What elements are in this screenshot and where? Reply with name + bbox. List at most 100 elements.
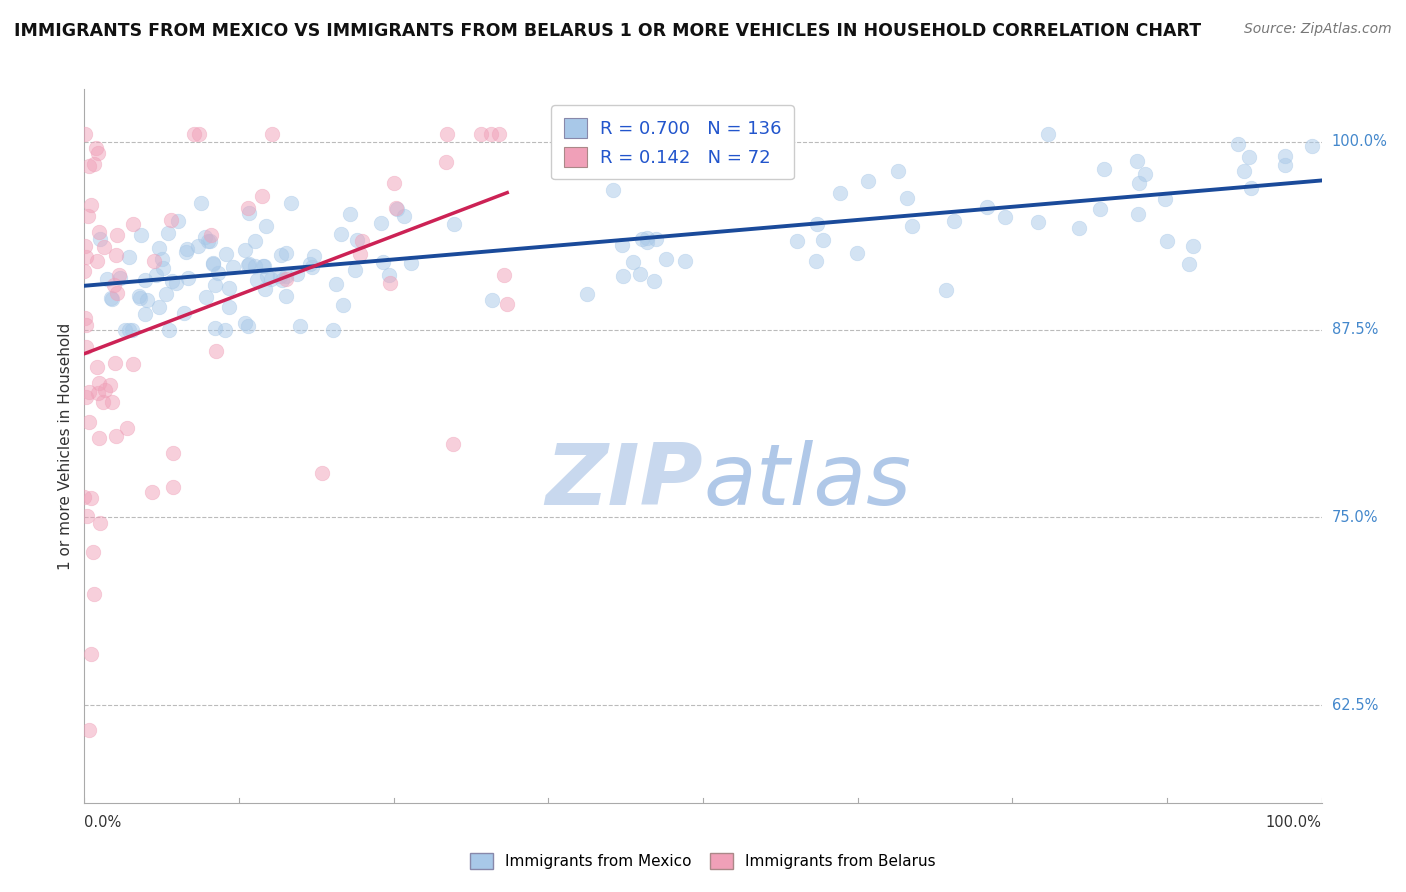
Point xyxy=(89,232,111,246)
Point xyxy=(384,201,406,215)
Point xyxy=(162,446,184,460)
Point xyxy=(89,376,111,390)
Point xyxy=(86,254,108,268)
Point xyxy=(103,278,125,293)
Point xyxy=(150,252,173,266)
Point xyxy=(434,155,457,169)
Point xyxy=(75,340,97,354)
Point xyxy=(610,238,633,252)
Point xyxy=(236,258,259,272)
Point xyxy=(87,226,110,240)
Point xyxy=(129,227,152,242)
Point xyxy=(256,269,278,284)
Point xyxy=(621,255,644,269)
Point xyxy=(943,214,966,228)
Point xyxy=(496,297,519,311)
Point xyxy=(152,260,174,275)
Point xyxy=(436,128,458,142)
Point xyxy=(260,271,283,285)
Point xyxy=(1133,167,1156,181)
Point xyxy=(94,383,117,397)
Point xyxy=(73,239,96,253)
Point xyxy=(183,128,205,142)
Point xyxy=(107,268,129,283)
Point xyxy=(298,257,321,271)
Point xyxy=(346,233,368,247)
Point xyxy=(644,232,666,246)
Point xyxy=(1126,206,1149,220)
Text: atlas: atlas xyxy=(703,440,911,524)
Point xyxy=(198,234,221,248)
Point xyxy=(1239,150,1261,164)
Point xyxy=(260,128,283,142)
Point xyxy=(205,344,228,359)
Point xyxy=(1067,220,1090,235)
Point xyxy=(105,228,128,243)
Point xyxy=(612,269,634,284)
Point xyxy=(481,293,503,307)
Text: 100.0%: 100.0% xyxy=(1265,814,1322,830)
Point xyxy=(1125,154,1147,169)
Legend: R = 0.700   N = 136, R = 0.142   N = 72: R = 0.700 N = 136, R = 0.142 N = 72 xyxy=(551,105,794,179)
Point xyxy=(806,217,828,231)
Point xyxy=(378,276,401,290)
Point xyxy=(157,227,180,241)
Point xyxy=(83,587,105,601)
Point xyxy=(233,316,256,330)
Point xyxy=(602,183,624,197)
Point xyxy=(325,277,347,292)
Point xyxy=(89,516,111,531)
Point xyxy=(75,128,97,142)
Point xyxy=(1240,181,1263,195)
Y-axis label: 1 or more Vehicles in Household: 1 or more Vehicles in Household xyxy=(58,322,73,570)
Point xyxy=(157,322,180,336)
Point xyxy=(100,291,122,305)
Point xyxy=(194,230,217,244)
Point xyxy=(134,273,156,287)
Point xyxy=(104,429,127,443)
Point xyxy=(82,545,104,559)
Point xyxy=(311,467,333,481)
Legend: Immigrants from Mexico, Immigrants from Belarus: Immigrants from Mexico, Immigrants from … xyxy=(464,847,942,875)
Point xyxy=(1026,215,1049,229)
Point xyxy=(479,128,502,142)
Point xyxy=(197,234,219,248)
Point xyxy=(86,141,108,155)
Point xyxy=(370,216,392,230)
Point xyxy=(330,227,353,242)
Point xyxy=(643,274,665,288)
Point xyxy=(118,322,141,336)
Point xyxy=(976,200,998,214)
Point xyxy=(75,311,97,326)
Point xyxy=(86,360,108,375)
Point xyxy=(576,287,599,301)
Point xyxy=(114,322,136,336)
Point xyxy=(73,490,96,504)
Text: ZIP: ZIP xyxy=(546,440,703,524)
Point xyxy=(377,268,399,282)
Point xyxy=(470,128,492,142)
Point xyxy=(285,267,308,281)
Point xyxy=(174,244,197,259)
Point xyxy=(288,318,311,333)
Point xyxy=(108,271,131,285)
Point xyxy=(1233,164,1256,178)
Point xyxy=(104,248,127,262)
Point xyxy=(166,214,188,228)
Point xyxy=(104,355,127,369)
Point xyxy=(1128,176,1150,190)
Point xyxy=(93,240,115,254)
Point xyxy=(250,188,273,202)
Point xyxy=(77,160,100,174)
Point xyxy=(1088,202,1111,216)
Point xyxy=(89,431,111,445)
Point xyxy=(187,128,209,142)
Point xyxy=(1181,239,1204,253)
Text: 87.5%: 87.5% xyxy=(1331,322,1378,337)
Point xyxy=(901,219,924,233)
Point xyxy=(134,307,156,321)
Point xyxy=(322,322,344,336)
Point xyxy=(441,437,464,451)
Point xyxy=(1038,128,1060,142)
Point xyxy=(80,198,103,212)
